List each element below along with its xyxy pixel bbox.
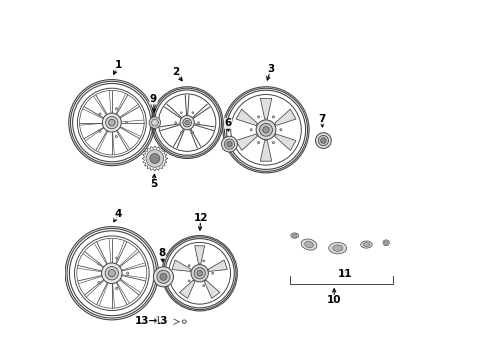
Ellipse shape — [182, 320, 186, 323]
Circle shape — [115, 108, 117, 110]
Circle shape — [256, 120, 275, 140]
Circle shape — [197, 270, 202, 276]
Circle shape — [203, 285, 204, 287]
Circle shape — [263, 127, 268, 133]
Circle shape — [115, 135, 117, 138]
Circle shape — [249, 129, 252, 131]
Circle shape — [192, 132, 193, 134]
Text: 8: 8 — [158, 248, 165, 258]
Polygon shape — [204, 280, 220, 298]
Circle shape — [221, 136, 237, 152]
Circle shape — [160, 273, 166, 280]
Circle shape — [184, 121, 189, 125]
Circle shape — [157, 270, 170, 283]
Circle shape — [115, 287, 118, 289]
Text: 13→: 13→ — [134, 316, 158, 326]
Circle shape — [318, 135, 328, 146]
Circle shape — [259, 123, 272, 136]
Circle shape — [272, 116, 274, 118]
Circle shape — [320, 138, 325, 143]
Circle shape — [153, 267, 173, 287]
Ellipse shape — [363, 243, 369, 247]
Circle shape — [211, 272, 213, 274]
Circle shape — [108, 119, 115, 126]
Circle shape — [272, 141, 274, 144]
Circle shape — [146, 150, 163, 167]
Circle shape — [102, 263, 122, 283]
Text: 4: 4 — [114, 209, 122, 219]
Ellipse shape — [304, 242, 313, 248]
Circle shape — [192, 112, 193, 114]
Circle shape — [126, 272, 129, 274]
Circle shape — [257, 116, 259, 118]
Circle shape — [102, 113, 121, 132]
Circle shape — [99, 113, 101, 115]
Polygon shape — [236, 109, 257, 126]
Circle shape — [99, 130, 101, 132]
Ellipse shape — [292, 234, 296, 237]
Circle shape — [98, 263, 100, 265]
Polygon shape — [260, 98, 271, 119]
Circle shape — [183, 118, 191, 127]
Circle shape — [315, 133, 330, 148]
Polygon shape — [274, 134, 295, 150]
Circle shape — [105, 266, 118, 280]
Circle shape — [180, 132, 182, 134]
Circle shape — [98, 282, 100, 284]
Circle shape — [108, 270, 115, 277]
Circle shape — [149, 153, 160, 163]
Polygon shape — [179, 280, 195, 298]
Circle shape — [188, 280, 190, 282]
Circle shape — [226, 141, 232, 147]
Ellipse shape — [332, 245, 342, 251]
Text: 10: 10 — [326, 295, 341, 305]
Text: 13: 13 — [154, 316, 168, 326]
Text: 5: 5 — [149, 179, 157, 189]
Circle shape — [197, 122, 199, 123]
Text: 2: 2 — [172, 67, 179, 77]
Circle shape — [115, 257, 118, 259]
Ellipse shape — [360, 241, 371, 248]
Circle shape — [174, 122, 176, 123]
Circle shape — [191, 265, 208, 282]
Ellipse shape — [290, 233, 298, 238]
Text: 1: 1 — [114, 60, 122, 70]
Text: 9: 9 — [149, 94, 157, 104]
Polygon shape — [260, 141, 271, 161]
Ellipse shape — [328, 242, 346, 254]
Circle shape — [257, 141, 259, 144]
Circle shape — [105, 117, 118, 129]
Ellipse shape — [384, 241, 387, 244]
Polygon shape — [274, 109, 295, 126]
Circle shape — [194, 267, 205, 279]
Circle shape — [224, 139, 234, 149]
Text: 12: 12 — [193, 213, 207, 222]
Polygon shape — [194, 246, 204, 264]
Polygon shape — [208, 260, 227, 271]
Ellipse shape — [301, 239, 316, 250]
Circle shape — [180, 116, 194, 130]
Polygon shape — [172, 260, 191, 271]
Circle shape — [188, 265, 190, 266]
Text: 6: 6 — [224, 118, 231, 128]
Circle shape — [125, 122, 127, 124]
Circle shape — [279, 129, 282, 131]
Circle shape — [203, 260, 204, 262]
Text: 7: 7 — [318, 114, 325, 124]
Circle shape — [149, 117, 160, 129]
Text: 11: 11 — [337, 269, 351, 279]
Polygon shape — [236, 134, 257, 150]
Ellipse shape — [382, 240, 388, 246]
Circle shape — [180, 112, 182, 114]
Text: 3: 3 — [267, 64, 274, 74]
